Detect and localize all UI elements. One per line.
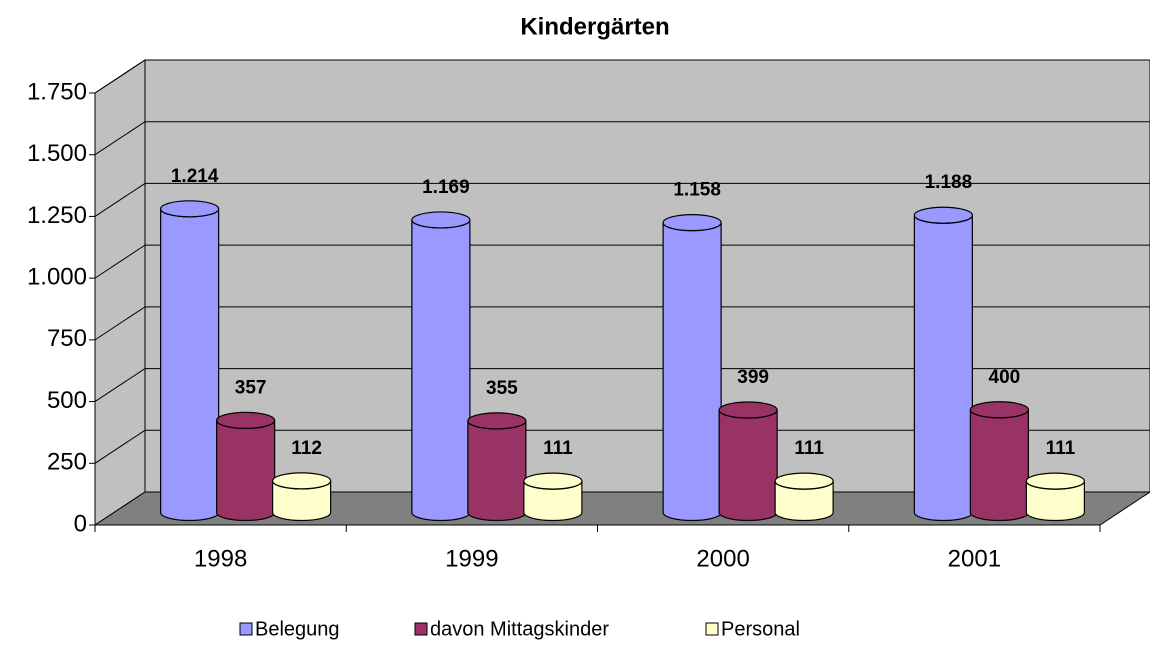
bar bbox=[718, 409, 778, 522]
legend-swatch bbox=[705, 622, 719, 636]
data-label: 111 bbox=[543, 438, 573, 459]
bar-top bbox=[272, 472, 332, 490]
grid-line bbox=[94, 244, 146, 279]
bar-top bbox=[411, 211, 471, 229]
bar bbox=[411, 219, 471, 522]
legend-label: Belegung bbox=[255, 618, 340, 640]
chart-title: Kindergärten bbox=[520, 13, 669, 40]
legend-swatch bbox=[239, 622, 253, 636]
bar bbox=[913, 215, 973, 522]
y-tick-label: 1.750 bbox=[27, 78, 87, 105]
legend-swatch bbox=[414, 622, 428, 636]
legend-label: Personal bbox=[721, 618, 800, 640]
y-tick-label: 250 bbox=[47, 449, 87, 476]
y-tick-label: 500 bbox=[47, 387, 87, 414]
bar bbox=[969, 409, 1029, 522]
grid-line bbox=[94, 429, 146, 464]
bar-top bbox=[662, 214, 722, 232]
legend-label: davon Mittagskinder bbox=[430, 618, 609, 640]
bar bbox=[216, 420, 276, 522]
x-tick-label: 2001 bbox=[948, 545, 1001, 572]
data-label: 112 bbox=[291, 438, 322, 459]
bar bbox=[662, 222, 722, 522]
x-tick-label: 2000 bbox=[696, 545, 749, 572]
data-label: 1.169 bbox=[422, 177, 470, 198]
data-label: 1.188 bbox=[925, 172, 973, 193]
data-label: 111 bbox=[1046, 438, 1076, 459]
grid-line bbox=[94, 121, 146, 156]
side-wall bbox=[94, 59, 146, 526]
bar-top bbox=[216, 411, 276, 429]
grid-line bbox=[94, 306, 146, 341]
x-tick-label: 1999 bbox=[445, 545, 498, 572]
data-label: 400 bbox=[989, 367, 1021, 388]
data-label: 1.214 bbox=[171, 166, 219, 187]
y-tick-label: 1.250 bbox=[27, 202, 87, 229]
data-label: 111 bbox=[794, 438, 824, 459]
bar-top bbox=[774, 472, 834, 490]
y-tick-label: 1.500 bbox=[27, 140, 87, 167]
data-label: 355 bbox=[486, 378, 518, 399]
data-label: 357 bbox=[235, 377, 267, 398]
y-tick-label: 1.000 bbox=[27, 263, 87, 290]
grid-line bbox=[94, 183, 146, 217]
bar-top bbox=[718, 401, 778, 419]
grid-line bbox=[94, 59, 146, 94]
bar-top bbox=[969, 401, 1029, 419]
bar bbox=[160, 208, 220, 522]
grid-line bbox=[94, 368, 146, 402]
bar-top bbox=[523, 472, 583, 490]
bar bbox=[467, 420, 527, 522]
data-label: 399 bbox=[737, 367, 769, 388]
bar-top bbox=[1025, 472, 1085, 490]
bar-top bbox=[913, 206, 973, 224]
bar-top bbox=[160, 200, 220, 218]
y-tick-label: 0 bbox=[74, 510, 87, 537]
x-tick-label: 1998 bbox=[194, 545, 247, 572]
data-label: 1.158 bbox=[673, 180, 721, 201]
y-tick-label: 750 bbox=[47, 325, 87, 352]
bar-top bbox=[467, 412, 527, 430]
